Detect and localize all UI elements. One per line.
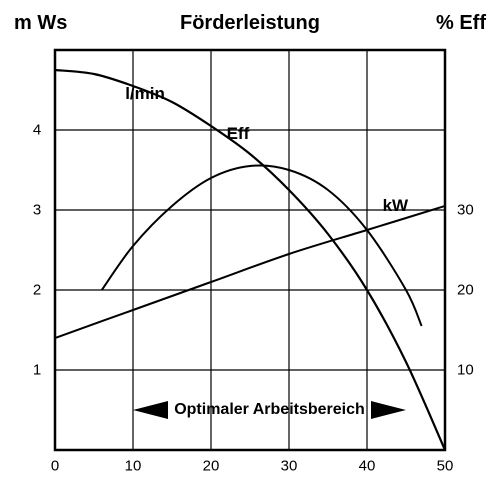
x-tick-30: 30 bbox=[281, 458, 298, 475]
y-left-tick-1: 1 bbox=[33, 362, 41, 379]
x-tick-40: 40 bbox=[359, 458, 376, 475]
x-tick-50: 50 bbox=[437, 458, 454, 475]
y-right-tick-30: 30 bbox=[457, 202, 474, 219]
chart-container: { "chart": { "type": "line", "title": "F… bbox=[0, 0, 500, 500]
y-right-tick-10: 10 bbox=[457, 362, 474, 379]
y-right-unit: % Eff bbox=[436, 12, 486, 35]
y-left-tick-2: 2 bbox=[33, 282, 41, 299]
range-arrow-right-icon bbox=[371, 401, 406, 419]
curve-lmin bbox=[55, 70, 445, 450]
x-tick-20: 20 bbox=[203, 458, 220, 475]
curve-label-kw: kW bbox=[383, 196, 409, 216]
curve-label-lmin: l/min bbox=[125, 84, 165, 104]
y-left-tick-3: 3 bbox=[33, 202, 41, 219]
plot-svg bbox=[0, 0, 500, 500]
curve-label-eff: Eff bbox=[227, 124, 250, 144]
y-left-tick-4: 4 bbox=[33, 122, 41, 139]
range-arrow-left-icon bbox=[133, 401, 168, 419]
y-right-tick-20: 20 bbox=[457, 282, 474, 299]
y-left-unit: m Ws bbox=[14, 12, 67, 35]
optimal-range-label: Optimaler Arbeitsbereich bbox=[174, 401, 365, 419]
chart-title: Förderleistung bbox=[0, 12, 500, 35]
x-tick-0: 0 bbox=[51, 458, 59, 475]
x-tick-10: 10 bbox=[125, 458, 142, 475]
